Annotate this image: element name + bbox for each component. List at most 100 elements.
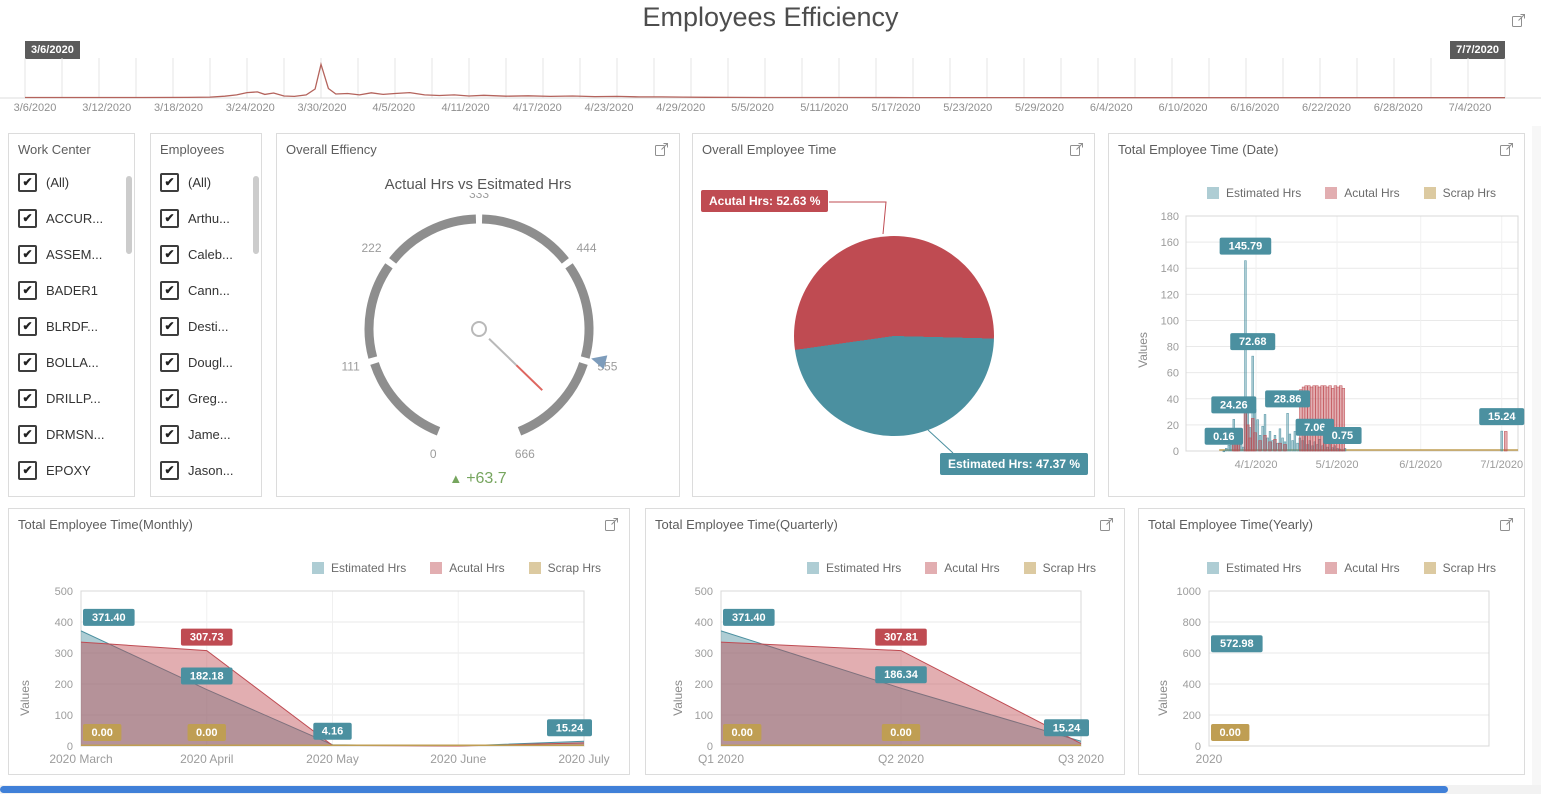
vertical-scrollbar-thumb[interactable] [253, 176, 259, 254]
checkbox-checked-icon[interactable]: ✔ [18, 208, 37, 228]
chart-data-label: 4.16 [313, 722, 352, 740]
employee-item[interactable]: ✔ Jason... [151, 452, 261, 488]
svg-text:0: 0 [1195, 741, 1201, 753]
export-icon[interactable] [603, 516, 620, 533]
checkbox-checked-icon[interactable]: ✔ [18, 244, 37, 264]
filter-item-label: DRMSN... [46, 426, 105, 442]
checkbox-checked-icon[interactable]: ✔ [160, 280, 179, 300]
checkbox-checked-icon[interactable]: ✔ [18, 424, 37, 444]
employee-item[interactable]: ✔ Desti... [151, 308, 261, 344]
svg-text:2020 March: 2020 March [49, 752, 112, 766]
panel-title: Total Employee Time(Quarterly) [655, 516, 838, 532]
export-icon[interactable] [1510, 12, 1527, 29]
svg-text:7/1/2020: 7/1/2020 [1480, 459, 1523, 471]
checkbox-checked-icon[interactable]: ✔ [160, 208, 179, 228]
yearly-area-chart[interactable]: 0 200 400 600 800 1000 2020 572.98 0.00 [1139, 539, 1526, 776]
filter-item-label: BADER1 [46, 282, 99, 298]
checkbox-checked-icon[interactable]: ✔ [18, 280, 37, 300]
range-tick-label: 4/5/2020 [372, 102, 416, 114]
checkbox-checked-icon[interactable]: ✔ [160, 388, 179, 408]
svg-text:120: 120 [1161, 289, 1179, 301]
legend-item: Scrap Hrs [1023, 561, 1096, 575]
employee-item[interactable]: ✔ Cann... [151, 272, 261, 308]
horizontal-scrollbar[interactable] [0, 785, 1541, 794]
employee-item[interactable]: ✔ Caleb... [151, 236, 261, 272]
export-icon[interactable] [653, 141, 670, 158]
svg-text:0: 0 [707, 741, 713, 753]
range-start-badge[interactable]: 3/6/2020 [25, 41, 80, 59]
work-center-item[interactable]: ✔ BLRDF... [9, 308, 134, 344]
filter-item-label: EPOXY [46, 462, 91, 478]
y-axis-title: Values [18, 680, 32, 716]
chart-data-label: 0.16 [1204, 427, 1244, 445]
export-icon[interactable] [1498, 516, 1515, 533]
employee-item[interactable]: ✔ Jame... [151, 416, 261, 452]
legend-item: Estimated Hrs [1206, 186, 1301, 200]
work-center-item[interactable]: ✔ DRILLP... [9, 380, 134, 416]
checkbox-checked-icon[interactable]: ✔ [160, 460, 179, 480]
svg-text:20: 20 [1167, 420, 1179, 432]
filter-item-label: Jason... [188, 462, 234, 478]
date-range-selector[interactable]: 3/6/2020 7/7/2020 3/6/2020 3/12/2020 3/18/… [0, 38, 1541, 126]
svg-text:666: 666 [515, 447, 535, 461]
checkbox-checked-icon[interactable]: ✔ [160, 244, 179, 264]
range-tick-label: 6/10/2020 [1158, 102, 1208, 114]
range-sparkline-chart[interactable] [0, 56, 1541, 100]
date-bar-chart[interactable]: 0 20 40 60 80 100 120 140 160 180 4/1/2020 5/1/2020… [1109, 164, 1526, 498]
vertical-scrollbar[interactable] [1532, 126, 1541, 786]
work-center-item[interactable]: ✔ (All) [9, 164, 134, 200]
horizontal-scrollbar-thumb[interactable] [0, 786, 1448, 793]
checkbox-checked-icon[interactable]: ✔ [18, 460, 37, 480]
work-center-list: ✔ (All) ✔ ACCUR... ✔ ASSEM... ✔ BADER1 ✔ BLRDF...… [9, 164, 134, 496]
work-center-item[interactable]: ✔ ACCUR... [9, 200, 134, 236]
legend-item: Acutal Hrs [925, 561, 1000, 575]
pie-chart[interactable] [794, 236, 994, 436]
svg-text:371.40: 371.40 [92, 612, 126, 624]
employee-item[interactable]: ✔ Dougl... [151, 344, 261, 380]
svg-text:111: 111 [342, 360, 361, 374]
y-axis-title: Values [671, 680, 685, 716]
legend-swatch-icon [1325, 562, 1338, 574]
work-center-item[interactable]: ✔ BADER1 [9, 272, 134, 308]
checkbox-checked-icon[interactable]: ✔ [160, 316, 179, 336]
checkbox-checked-icon[interactable]: ✔ [18, 352, 37, 372]
checkbox-checked-icon[interactable]: ✔ [160, 424, 179, 444]
export-icon[interactable] [1098, 516, 1115, 533]
checkbox-checked-icon[interactable]: ✔ [18, 172, 37, 192]
export-icon[interactable] [1498, 141, 1515, 158]
vertical-scrollbar-thumb[interactable] [126, 176, 132, 254]
svg-text:222: 222 [361, 241, 381, 255]
legend-item: Scrap Hrs [1423, 186, 1496, 200]
chart-data-label: 15.24 [1044, 719, 1089, 737]
work-center-item[interactable]: ✔ ASSEM... [9, 236, 134, 272]
svg-text:186.34: 186.34 [884, 669, 919, 681]
checkbox-checked-icon[interactable]: ✔ [18, 388, 37, 408]
checkbox-checked-icon[interactable]: ✔ [160, 352, 179, 372]
svg-text:24.26: 24.26 [1220, 399, 1248, 411]
filter-item-label: ASSEM... [46, 246, 103, 262]
range-tick-label: 5/11/2020 [800, 102, 849, 114]
work-center-item[interactable]: ✔ BOLLA... [9, 344, 134, 380]
pie-label-estimated: Estimated Hrs: 47.37 % [939, 453, 1088, 475]
export-icon[interactable] [1068, 141, 1085, 158]
svg-text:300: 300 [695, 648, 713, 660]
y-axis-title: Values [1136, 332, 1150, 368]
checkbox-checked-icon[interactable]: ✔ [160, 172, 179, 192]
filter-item-label: (All) [46, 174, 70, 190]
range-tick-label: 5/5/2020 [731, 102, 774, 114]
employee-item[interactable]: ✔ Arthu... [151, 200, 261, 236]
svg-text:4/1/2020: 4/1/2020 [1235, 459, 1278, 471]
work-center-item[interactable]: ✔ EPOXY [9, 452, 134, 488]
range-end-badge[interactable]: 7/7/2020 [1450, 41, 1505, 59]
monthly-area-chart[interactable]: 0 100 200 300 400 500 2020 March 2020 April 2020… [9, 539, 631, 776]
svg-text:6/1/2020: 6/1/2020 [1399, 459, 1442, 471]
legend-item: Estimated Hrs [1206, 561, 1301, 575]
employee-item[interactable]: ✔ Greg... [151, 380, 261, 416]
legend-label: Scrap Hrs [1442, 561, 1496, 575]
employee-item[interactable]: ✔ (All) [151, 164, 261, 200]
checkbox-checked-icon[interactable]: ✔ [18, 316, 37, 336]
svg-text:0: 0 [430, 447, 437, 461]
quarterly-area-chart[interactable]: 0 100 200 300 400 500 Q1 2020 Q2 2020 Q3 2020 371… [646, 539, 1126, 776]
work-center-item[interactable]: ✔ DRMSN... [9, 416, 134, 452]
